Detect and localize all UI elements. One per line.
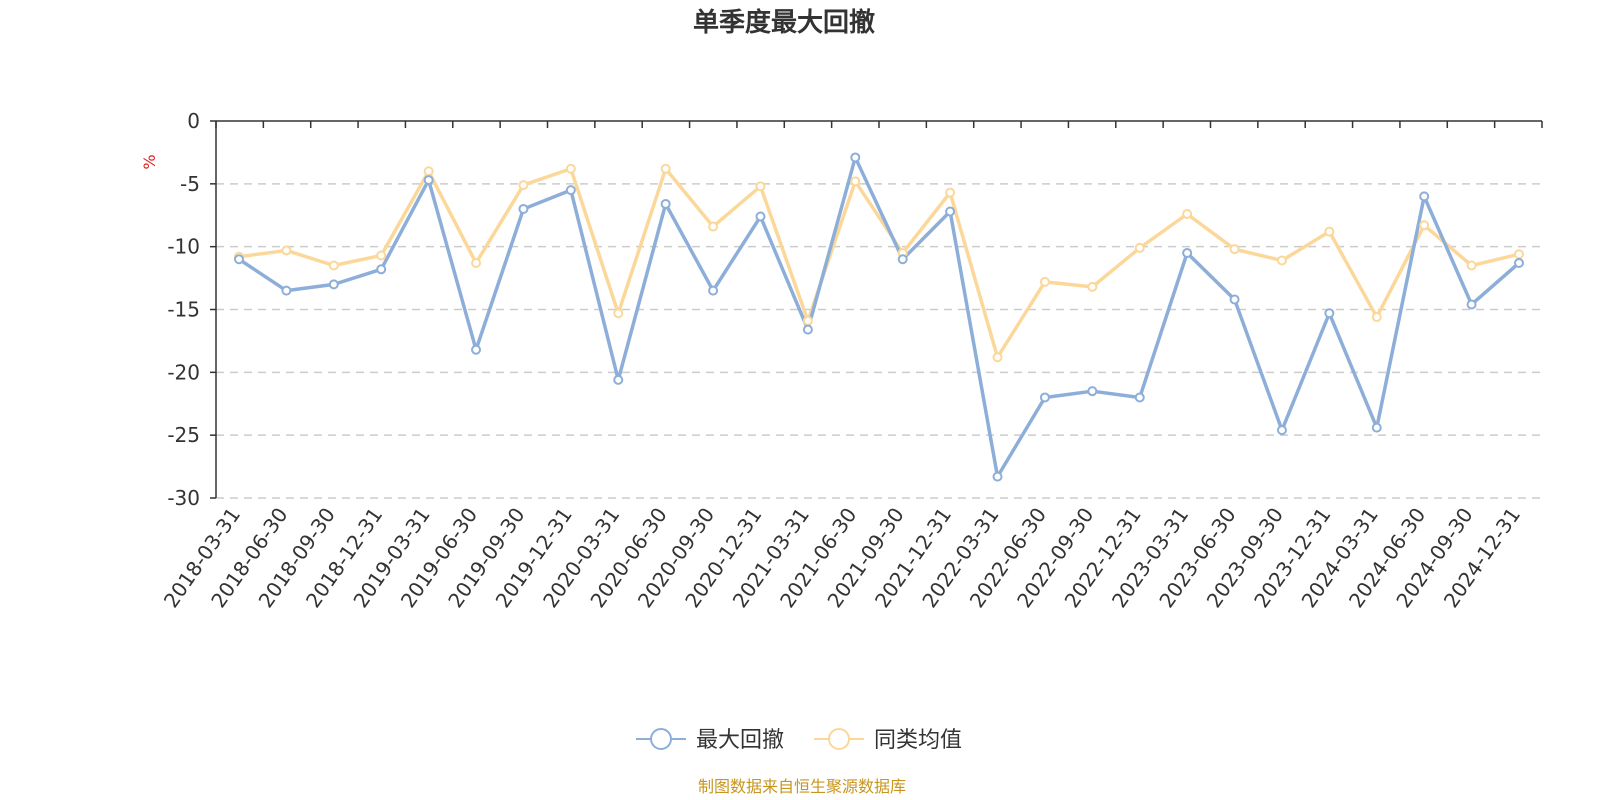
y-tick-label: -5 — [180, 172, 200, 196]
series-2-point[interactable] — [1087, 281, 1098, 292]
legend-label-series-2: 同类均值 — [874, 728, 962, 753]
series-2-point[interactable] — [423, 166, 434, 177]
series-1-point[interactable] — [376, 264, 387, 275]
series-1-point[interactable] — [1182, 247, 1193, 258]
series-1-point[interactable] — [1087, 386, 1098, 397]
legend-item-series-1[interactable]: 最大回撤 — [636, 728, 784, 753]
series-2-point[interactable] — [281, 245, 292, 256]
series-2-point[interactable] — [1229, 244, 1240, 255]
series-1-point[interactable] — [708, 285, 719, 296]
series-2-point[interactable] — [1182, 208, 1193, 219]
series-1-point[interactable] — [281, 285, 292, 296]
series-2-point[interactable] — [660, 163, 671, 174]
series-2-point[interactable] — [328, 260, 339, 271]
series-1-point[interactable] — [1324, 308, 1335, 319]
series-2-point[interactable] — [376, 250, 387, 261]
series-1-point[interactable] — [423, 175, 434, 186]
y-tick-label: 0 — [187, 109, 200, 133]
legend-label-series-1: 最大回撤 — [696, 728, 784, 753]
series-2-point[interactable] — [1419, 220, 1430, 231]
series-2-point[interactable] — [945, 187, 956, 198]
axes — [210, 120, 1543, 499]
series-1-point[interactable] — [660, 198, 671, 209]
series-2-point[interactable] — [565, 163, 576, 174]
series-1-point[interactable] — [613, 374, 624, 385]
y-tick-label: -15 — [167, 298, 200, 322]
series-1-point[interactable] — [1039, 392, 1050, 403]
series-2-point[interactable] — [755, 181, 766, 192]
series-1-point[interactable] — [1371, 422, 1382, 433]
series-1-point[interactable] — [565, 185, 576, 196]
series-2-point[interactable] — [1039, 276, 1050, 287]
series-1-point[interactable] — [1419, 191, 1430, 202]
x-tick-labels: 2018-03-312018-06-302018-09-302018-12-31… — [159, 503, 1525, 612]
chart-title: 单季度最大回撤 — [693, 7, 875, 38]
series-2-point[interactable] — [992, 352, 1003, 363]
series-1-point[interactable] — [1134, 392, 1145, 403]
series-1-point[interactable] — [518, 203, 529, 214]
y-tick-label: -20 — [167, 360, 200, 384]
series-1-point[interactable] — [1276, 425, 1287, 436]
y-tick-label: -30 — [167, 486, 200, 510]
legend-item-series-2[interactable]: 同类均值 — [814, 728, 962, 753]
series-line-1 — [238, 155, 1521, 479]
series-1-point[interactable] — [802, 324, 813, 335]
series-1-point[interactable] — [992, 471, 1003, 482]
y-tick-label: -10 — [167, 235, 200, 259]
data-source-note: 制图数据来自恒生聚源数据库 — [698, 777, 906, 796]
series-line-2 — [238, 167, 1520, 360]
series-2-point[interactable] — [471, 258, 482, 269]
series-lines — [234, 152, 1524, 482]
series-2-point[interactable] — [1466, 260, 1477, 271]
y-tick-label: -25 — [167, 423, 200, 447]
series-2-point[interactable] — [850, 176, 861, 187]
legend-marker-circle-icon — [650, 728, 672, 750]
series-2-point[interactable] — [613, 308, 624, 319]
series-1-point[interactable] — [897, 254, 908, 265]
series-1-point[interactable] — [1514, 258, 1524, 269]
series-2-point[interactable] — [802, 315, 813, 326]
series-2-point[interactable] — [1276, 255, 1287, 266]
legend-marker-circle-icon — [828, 728, 850, 750]
series-1-point[interactable] — [850, 152, 861, 163]
series-1-point[interactable] — [328, 279, 339, 290]
series-1-point[interactable] — [1466, 299, 1477, 310]
series-1-point[interactable] — [234, 254, 244, 265]
series-1-point[interactable] — [471, 344, 482, 355]
series-1-point[interactable] — [1229, 294, 1240, 305]
series-2-point[interactable] — [1134, 242, 1145, 253]
series-2-point[interactable] — [1324, 226, 1335, 237]
grid-lines — [216, 183, 1542, 499]
y-axis-unit: % — [140, 154, 159, 169]
legend[interactable]: 最大回撤 同类均值 — [636, 728, 962, 753]
series-1-point[interactable] — [945, 206, 956, 217]
series-2-point[interactable] — [518, 180, 529, 191]
series-2-point[interactable] — [1514, 249, 1524, 260]
series-1-point[interactable] — [755, 211, 766, 222]
series-2-point[interactable] — [1371, 312, 1382, 323]
y-tick-labels: 0 -5 -10 -15 -20 -25 -30 — [167, 109, 200, 510]
series-2-point[interactable] — [708, 221, 719, 232]
